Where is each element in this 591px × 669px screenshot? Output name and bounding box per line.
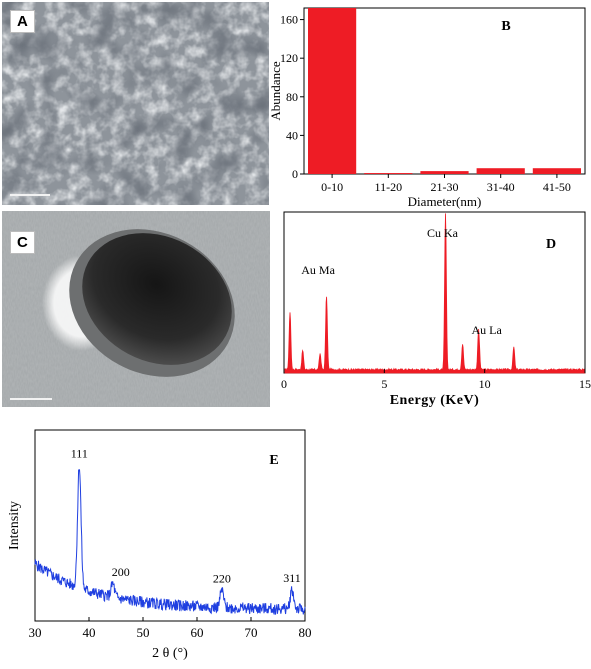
chart-d-svg: 0 5 10 15 Au Ma Cu Ka Au La Energy (KeV) D xyxy=(274,210,591,415)
peak-annotation: Cu Ka xyxy=(427,226,459,240)
peak-annotation: Au La xyxy=(472,323,503,337)
y-tick-label: 40 xyxy=(286,128,298,142)
x-tick-label: 11-20 xyxy=(375,180,403,194)
x-tick-label: 15 xyxy=(579,377,591,391)
bar xyxy=(477,168,525,174)
y-tick-label: 80 xyxy=(286,90,298,104)
panel-label-e: E xyxy=(269,453,278,468)
x-tick-label: 5 xyxy=(381,377,387,391)
x-tick-label: 50 xyxy=(137,625,150,640)
x-axis-label: 2 θ (°) xyxy=(152,646,188,661)
y-tick-label: 160 xyxy=(280,13,298,27)
panel-label-b: B xyxy=(501,19,510,34)
peak-label: 220 xyxy=(213,571,231,585)
bar xyxy=(308,8,356,174)
x-axis-label: Energy (KeV) xyxy=(390,393,480,408)
x-tick-label: 80 xyxy=(299,625,312,640)
panel-label-d: D xyxy=(546,237,556,252)
x-axis-label: Diameter(nm) xyxy=(408,194,482,209)
chart-d: 0 5 10 15 Au Ma Cu Ka Au La Energy (KeV) D xyxy=(274,210,591,415)
x-tick-label: 0-10 xyxy=(321,180,343,194)
bar xyxy=(533,168,581,174)
xrd-series xyxy=(35,469,305,614)
panel-label-a: A xyxy=(10,10,35,33)
bar xyxy=(420,171,468,174)
x-tick-label: 60 xyxy=(191,625,204,640)
y-tick-label: 0 xyxy=(292,167,298,181)
peak-annotation: Au Ma xyxy=(301,263,335,277)
x-tick-label: 0 xyxy=(281,377,287,391)
bar xyxy=(364,173,412,174)
y-axis-label: Intensity xyxy=(7,501,22,550)
x-tick-label: 10 xyxy=(479,377,491,391)
tem-image-c: C xyxy=(2,211,270,407)
peak-label: 111 xyxy=(71,447,88,461)
chart-e-svg: 111 200 220 311 30 40 50 60 70 80 2 θ (°) Intensity… xyxy=(0,420,320,664)
x-tick-label: 41-50 xyxy=(543,180,571,194)
panel-label-c: C xyxy=(10,231,35,254)
x-tick-label: 40 xyxy=(83,625,96,640)
x-tick-label: 31-40 xyxy=(487,180,515,194)
peak-label: 200 xyxy=(112,565,130,579)
x-tick-label: 70 xyxy=(245,625,258,640)
tem-image-a: A xyxy=(2,2,269,205)
peak-label: 311 xyxy=(283,571,301,585)
x-tick-label: 21-30 xyxy=(431,180,459,194)
x-tick-label: 30 xyxy=(29,625,42,640)
y-axis-label: Abundance xyxy=(268,61,283,120)
chart-e: 111 200 220 311 30 40 50 60 70 80 2 θ (°) Intensity… xyxy=(0,420,320,664)
